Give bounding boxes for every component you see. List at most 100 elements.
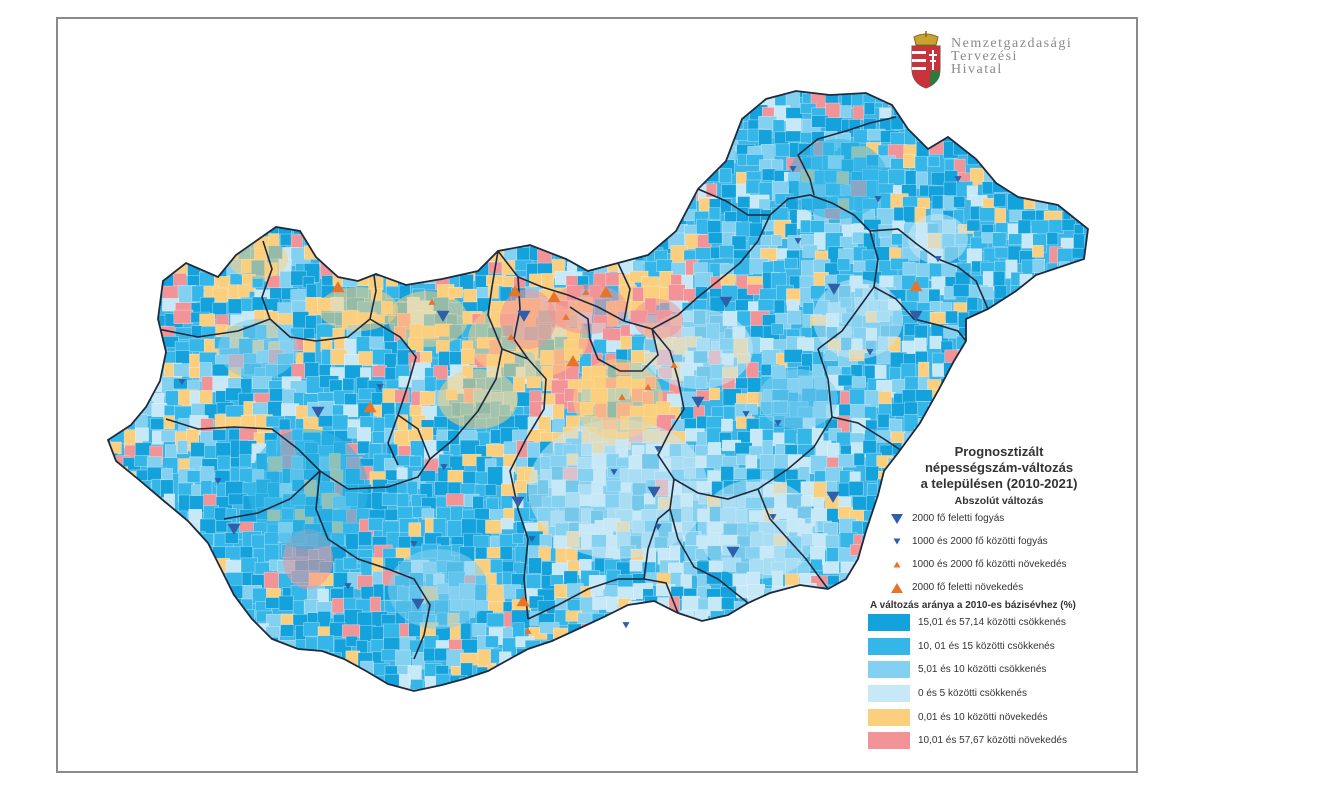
settlement-cell (411, 210, 430, 224)
settlement-cell (605, 625, 621, 645)
settlement-cell (1074, 418, 1088, 435)
settlement-cell (136, 365, 157, 381)
settlement-cell (123, 166, 137, 184)
settlement-cell (214, 586, 233, 600)
settlement-cell (174, 649, 186, 665)
settlement-cell (1020, 362, 1032, 379)
settlement-cell (253, 106, 267, 119)
settlement-cell (108, 601, 118, 619)
settlement-cell (256, 169, 277, 188)
settlement-cell (200, 636, 218, 657)
region-patch (758, 369, 838, 429)
settlement-cell (172, 167, 188, 181)
settlement-cell (138, 117, 156, 130)
settlement-cell (1046, 232, 1059, 246)
settlement-cell (708, 623, 720, 641)
settlement-cell (371, 687, 384, 691)
settlement-cell (124, 224, 137, 237)
settlement-cell (695, 286, 708, 300)
settlement-cell (511, 208, 531, 225)
settlement-cell (568, 651, 581, 665)
small-decrease-marker (622, 622, 630, 629)
settlement-cell (813, 706, 830, 725)
settlement-cell (254, 652, 269, 665)
settlement-cell (108, 404, 117, 424)
settlement-cell (645, 623, 664, 642)
settlement-cell (1006, 146, 1022, 158)
settlement-cell (317, 220, 334, 236)
settlement-cell (628, 180, 647, 197)
settlement-cell (694, 94, 713, 110)
settlement-cell (659, 676, 672, 691)
settlement-cell (813, 91, 827, 94)
settlement-cell (708, 144, 727, 156)
settlement-cell (1008, 402, 1025, 420)
region-patch (218, 319, 298, 379)
settlement-cell (213, 687, 226, 691)
settlement-cell (147, 115, 166, 132)
settlement-cell (329, 379, 343, 393)
settlement-cell (342, 624, 361, 638)
settlement-cell (229, 648, 243, 665)
settlement-cell (384, 211, 401, 231)
settlement-cell (1048, 219, 1065, 234)
settlement-cell (774, 674, 795, 688)
settlement-cell (565, 675, 578, 691)
settlement-cell (165, 209, 177, 221)
settlement-cell (177, 544, 194, 559)
settlement-cell (929, 120, 945, 136)
settlement-cell (891, 233, 904, 246)
settlement-cell (568, 210, 587, 222)
settlement-cell (281, 183, 299, 200)
settlement-cell (1058, 117, 1078, 136)
settlement-cell (644, 690, 664, 691)
settlement-cell (317, 679, 335, 691)
settlement-cell (1006, 132, 1026, 148)
settlement-cell (108, 574, 123, 589)
settlement-cell (979, 405, 999, 423)
settlement-cell (1045, 378, 1060, 399)
settlement-cell (604, 690, 616, 691)
settlement-cell (148, 610, 160, 626)
settlement-cell (593, 168, 606, 180)
settlement-cell (474, 208, 492, 227)
settlement-cell (408, 223, 420, 239)
settlement-cell (201, 129, 217, 144)
settlement-cell (173, 363, 190, 377)
settlement-cell (853, 621, 866, 635)
settlement-cell (108, 92, 117, 109)
settlement-cell (238, 705, 255, 723)
settlement-cell (108, 336, 117, 351)
settlement-cell (251, 677, 269, 691)
settlement-cell (162, 536, 182, 551)
settlement-cell (1085, 211, 1088, 230)
settlement-cell (264, 692, 276, 710)
settlement-cell (580, 129, 601, 144)
settlement-cell (108, 622, 119, 637)
settlement-cell (188, 103, 208, 123)
settlement-cell (681, 662, 697, 678)
settlement-cell (720, 91, 735, 108)
settlement-cell (745, 455, 758, 469)
settlement-cell (708, 703, 719, 714)
settlement-cell (463, 94, 475, 108)
settlement-cell (1083, 289, 1088, 303)
settlement-cell (127, 691, 140, 704)
settlement-cell (112, 301, 126, 317)
settlement-cell (942, 118, 957, 132)
settlement-cell (122, 575, 138, 593)
settlement-cell (606, 78, 625, 91)
settlement-cell (838, 91, 851, 93)
settlement-cell (191, 325, 203, 337)
settlement-cell (1059, 275, 1078, 294)
settlement-cell (618, 146, 631, 167)
settlement-cell (1018, 350, 1031, 370)
settlement-cell (438, 223, 453, 235)
settlement-cell (614, 625, 627, 638)
settlement-cell (398, 131, 419, 145)
settlement-cell (139, 324, 154, 341)
settlement-cell (669, 701, 686, 712)
settlement-cell (745, 403, 758, 415)
settlement-cell (810, 220, 825, 234)
settlement-cell (654, 651, 674, 668)
